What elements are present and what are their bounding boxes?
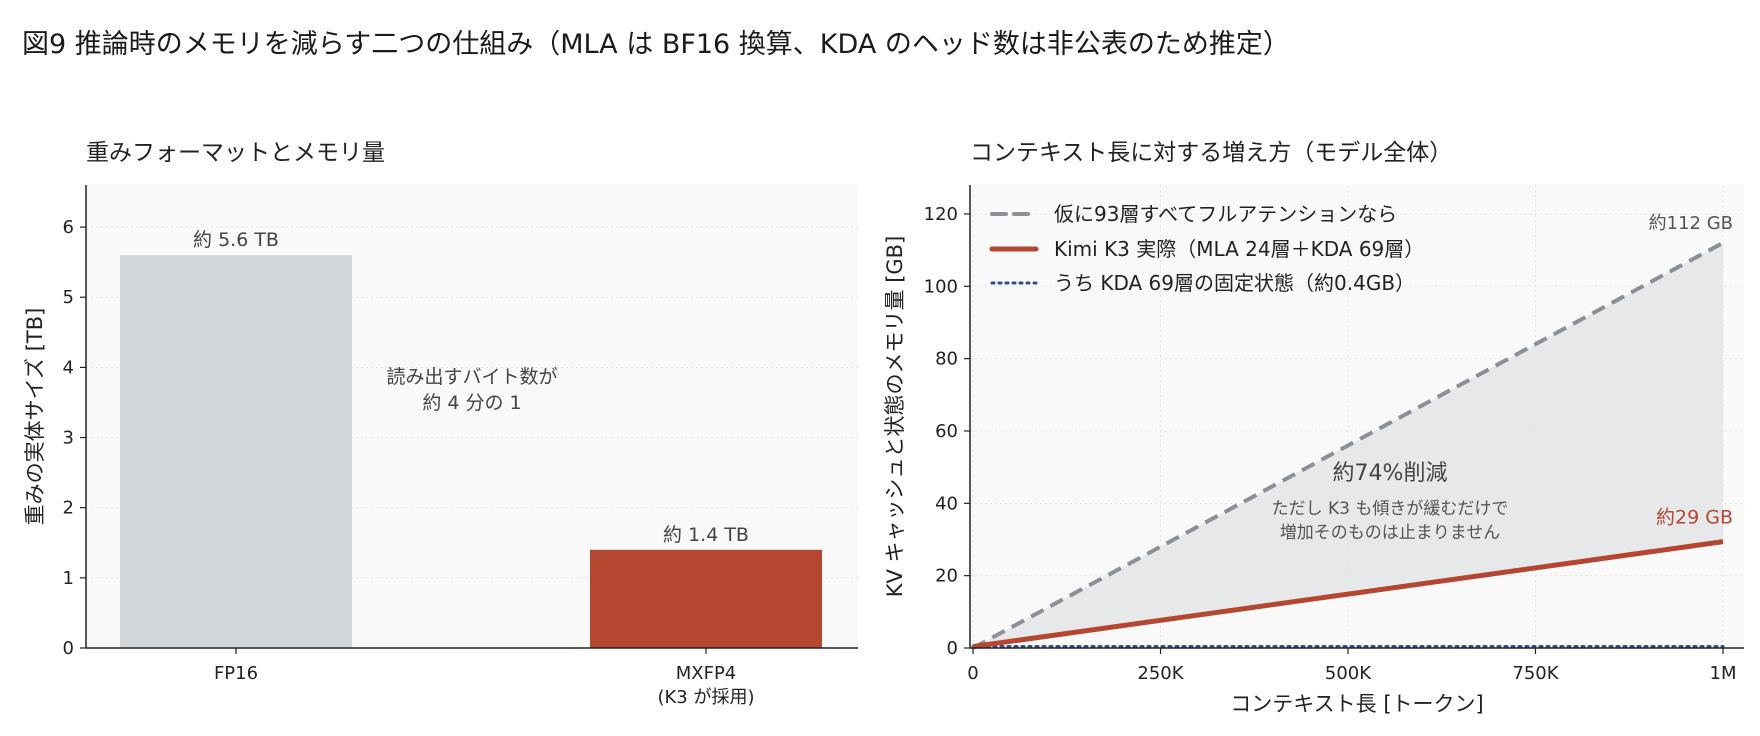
- left-y-tick-label: 1: [63, 568, 74, 589]
- left-y-tick-label: 6: [63, 217, 74, 238]
- left-y-tick-label: 2: [63, 498, 74, 519]
- left-y-axis-label: 重みの実体サイズ [TB]: [23, 308, 47, 526]
- left-y-tick-label: 0: [63, 638, 74, 659]
- series-kimi-k3-line: [972, 539, 1724, 650]
- bar-value-label: 約 1.4 TB: [663, 524, 749, 546]
- right-y-tick-label: 0: [947, 638, 958, 659]
- legend-label-0: 仮に93層すべてフルアテンションなら: [1054, 202, 1397, 226]
- kimi-k3-end-label: 約29 GB: [1656, 507, 1733, 529]
- left-x-ticks: FP16 MXFP4 (K3 が採用): [214, 648, 755, 708]
- bar-value-label: 約 5.6 TB: [193, 229, 279, 251]
- left-y-ticks: 0 1 2 3 4 5 6: [63, 217, 86, 659]
- left-x-tick-label: MXFP4: [676, 663, 737, 684]
- right-x-tick-label: 0: [967, 663, 978, 684]
- right-y-ticks: 0 20 40 60 80 100 120: [924, 204, 970, 659]
- legend-label-2: うち KDA 69層の固定状態（約0.4GB）: [1054, 271, 1415, 295]
- right-y-tick-label: 80: [935, 349, 958, 370]
- right-y-axis-label: KV キャッシュと状態のメモリ量 [GB]: [883, 236, 907, 598]
- right-y-tick-label: 40: [935, 493, 958, 514]
- left-annotation-line2: 約 4 分の 1: [422, 392, 521, 414]
- left-y-tick-label: 5: [63, 287, 74, 308]
- full-attention-end-label: 約112 GB: [1649, 213, 1733, 234]
- right-legend: 仮に93層すべてフルアテンションなら Kimi K3 実際（MLA 24層＋KDA…: [989, 202, 1424, 295]
- left-chart-title: 重みフォーマットとメモリ量: [86, 140, 385, 166]
- right-axes: [969, 185, 1744, 649]
- right-series-lines: [971, 241, 1725, 650]
- right-y-tick-label: 100: [924, 276, 958, 297]
- right-x-tick-label: 1M: [1710, 663, 1737, 684]
- right-x-ticks: 0 250K 500K 750K 1M: [967, 648, 1736, 684]
- right-y-tick-label: 20: [935, 566, 958, 587]
- left-axes: [85, 185, 858, 649]
- right-end-labels: 約112 GB 約29 GB: [1649, 213, 1733, 529]
- left-x-tick-label-line2: (K3 が採用): [657, 687, 754, 708]
- reduction-annotation: 約74%削減: [1333, 461, 1448, 486]
- right-x-tick-label: 250K: [1137, 663, 1184, 684]
- left-x-tick-label: FP16: [214, 663, 258, 684]
- right-chart-title: コンテキスト長に対する増え方（モデル全体）: [970, 140, 1452, 166]
- right-y-tick-label: 60: [935, 421, 958, 442]
- legend-label-1: Kimi K3 実際（MLA 24層＋KDA 69層）: [1054, 237, 1424, 261]
- reduction-note-line2: 増加そのものは止まりません: [1280, 523, 1501, 543]
- reduction-note-line1: ただし K3 も傾きが緩むだけで: [1272, 499, 1509, 519]
- left-y-tick-label: 4: [63, 357, 74, 378]
- left-bars: 約 5.6 TB 約 1.4 TB: [120, 229, 822, 648]
- left-annotation-line1: 読み出すバイト数が: [386, 366, 557, 388]
- right-y-tick-label: 120: [924, 204, 958, 225]
- right-x-tick-label: 500K: [1325, 663, 1372, 684]
- bar-0: [120, 255, 352, 648]
- figure-title: 図9 推論時のメモリを減らす二つの仕組み（MLA は BF16 換算、KDA の…: [22, 29, 1290, 60]
- left-y-tick-label: 3: [63, 428, 74, 449]
- right-x-tick-label: 750K: [1512, 663, 1559, 684]
- right-x-axis-label: コンテキスト長 [トークン]: [1230, 692, 1483, 716]
- series-full-attention-line: [972, 241, 1724, 650]
- bar-1: [590, 549, 822, 648]
